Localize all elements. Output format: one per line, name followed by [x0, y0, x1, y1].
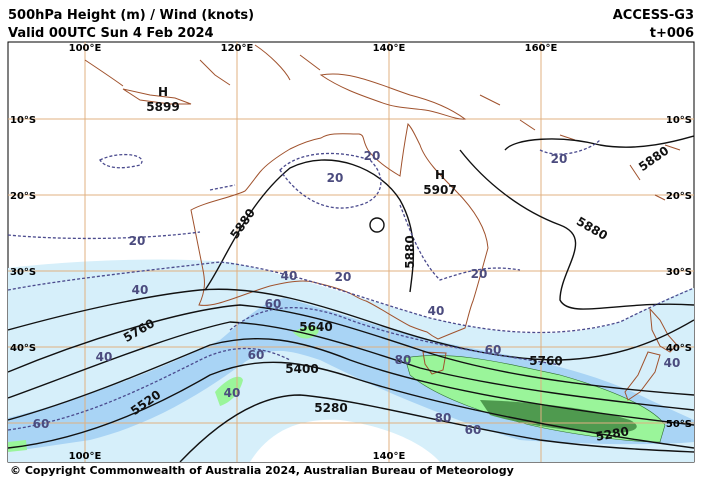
lon-label: 160°E [525, 43, 558, 54]
wind-label: 20 [551, 152, 568, 166]
graticule [8, 42, 694, 462]
wind-shade-80 [215, 376, 243, 406]
wind-label: 80 [435, 411, 452, 425]
copyright: © Copyright Commonwealth of Australia 20… [10, 464, 514, 477]
coastlines [84, 44, 681, 401]
height-label: 5280 [595, 424, 630, 444]
title: 500hPa Height (m) / Wind (knots) [8, 8, 254, 23]
isotachs [8, 139, 694, 431]
height-label: 5280 [314, 401, 347, 415]
wind-label: 40 [224, 386, 241, 400]
map: 100°E 120°E 140°E 160°E 100°E 140°E 10°S… [7, 41, 695, 463]
lon-label: 120°E [221, 43, 254, 54]
lat-label: 40°S [666, 343, 692, 354]
height-label: 5640 [299, 320, 332, 334]
lat-label: 50°S [666, 419, 692, 430]
lon-label: 100°E [69, 43, 102, 54]
wind-label: 40 [96, 350, 113, 364]
wind-label: 20 [471, 267, 488, 281]
high-value: 5907 [423, 183, 456, 197]
model-name: ACCESS-G3 [613, 8, 694, 23]
lat-label: 40°S [10, 343, 36, 354]
wind-label: 60 [465, 423, 482, 437]
wind-shade-100 [480, 400, 637, 434]
wind-label: 20 [364, 149, 381, 163]
lat-label: 20°S [666, 191, 692, 202]
wind-label: 40 [132, 283, 149, 297]
wind-label: 20 [335, 270, 352, 284]
wind-shade-low [250, 419, 440, 462]
lon-label: 100°E [69, 451, 102, 462]
high-value: 5899 [146, 100, 179, 114]
high-symbol: H [435, 168, 445, 182]
forecast-step: t+006 [650, 26, 694, 41]
wind-shade-80 [8, 440, 27, 452]
wind-label: 40 [428, 304, 445, 318]
lat-label: 20°S [10, 191, 36, 202]
height-contours [8, 135, 694, 462]
lon-label: 140°E [373, 451, 406, 462]
height-label: 5880 [403, 235, 417, 268]
wind-label: 40 [664, 356, 681, 370]
valid-time: Valid 00UTC Sun 4 Feb 2024 [8, 26, 214, 41]
height-label: 5760 [529, 354, 562, 368]
wind-label: 80 [395, 353, 412, 367]
wind-label: 60 [265, 297, 282, 311]
lat-label: 30°S [666, 267, 692, 278]
wind-label: 60 [248, 348, 265, 362]
high-symbol: H [158, 85, 168, 99]
height-label: 5400 [285, 362, 318, 376]
lat-label: 10°S [10, 115, 36, 126]
wind-label: 60 [485, 343, 502, 357]
lon-label: 140°E [373, 43, 406, 54]
lat-label: 30°S [10, 267, 36, 278]
lat-label: 10°S [666, 115, 692, 126]
wind-label: 60 [33, 417, 50, 431]
wind-label: 20 [129, 234, 146, 248]
wind-label: 20 [327, 171, 344, 185]
wind-label: 40 [281, 269, 298, 283]
